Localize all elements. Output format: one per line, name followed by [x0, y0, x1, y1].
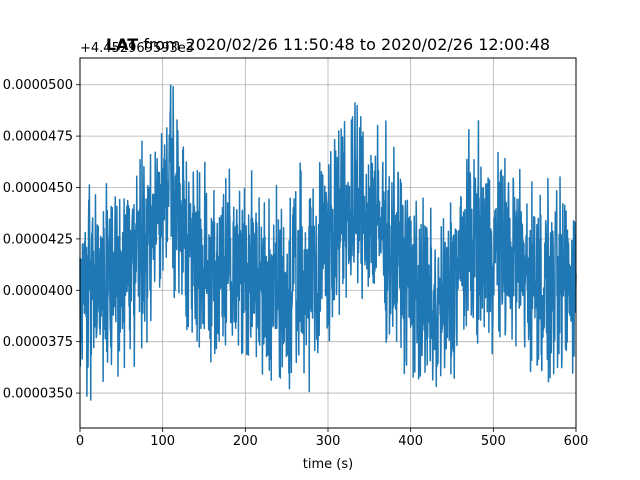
y-tick-label: 0.0000500	[3, 78, 73, 93]
x-tick-label: 600	[564, 434, 589, 449]
y-tick-label: 0.0000425	[3, 232, 73, 247]
y-tick-label: 0.0000350	[3, 387, 73, 402]
y-axis-ticks: 0.0000350 0.0000375 0.0000400 0.0000425 0.00…	[3, 78, 80, 402]
series-line	[79, 84, 577, 401]
chart-title-range: from 2020/02/26 11:50:48 to 2020/02/26 1…	[138, 35, 550, 54]
x-tick-label: 400	[398, 434, 423, 449]
y-tick-label: 0.0000375	[3, 335, 73, 350]
chart-title: LAT from 2020/02/26 11:50:48 to 2020/02/…	[106, 35, 550, 54]
y-tick-label: 0.0000475	[3, 130, 73, 145]
x-tick-label: 500	[481, 434, 506, 449]
y-tick-label: 0.0000450	[3, 181, 73, 196]
y-tick-label: 0.0000400	[3, 284, 73, 299]
x-axis-label: time (s)	[303, 457, 353, 472]
x-tick-label: 300	[316, 434, 341, 449]
chart-title-variable: LAT	[106, 35, 138, 54]
y-axis-offset-label: +4.452969593e3	[80, 41, 194, 56]
series-layer	[79, 84, 577, 401]
x-axis-ticks: 0 100 200 300 400 500 600	[76, 428, 589, 449]
x-tick-label: 0	[76, 434, 84, 449]
x-tick-label: 100	[150, 434, 175, 449]
x-tick-label: 200	[233, 434, 258, 449]
